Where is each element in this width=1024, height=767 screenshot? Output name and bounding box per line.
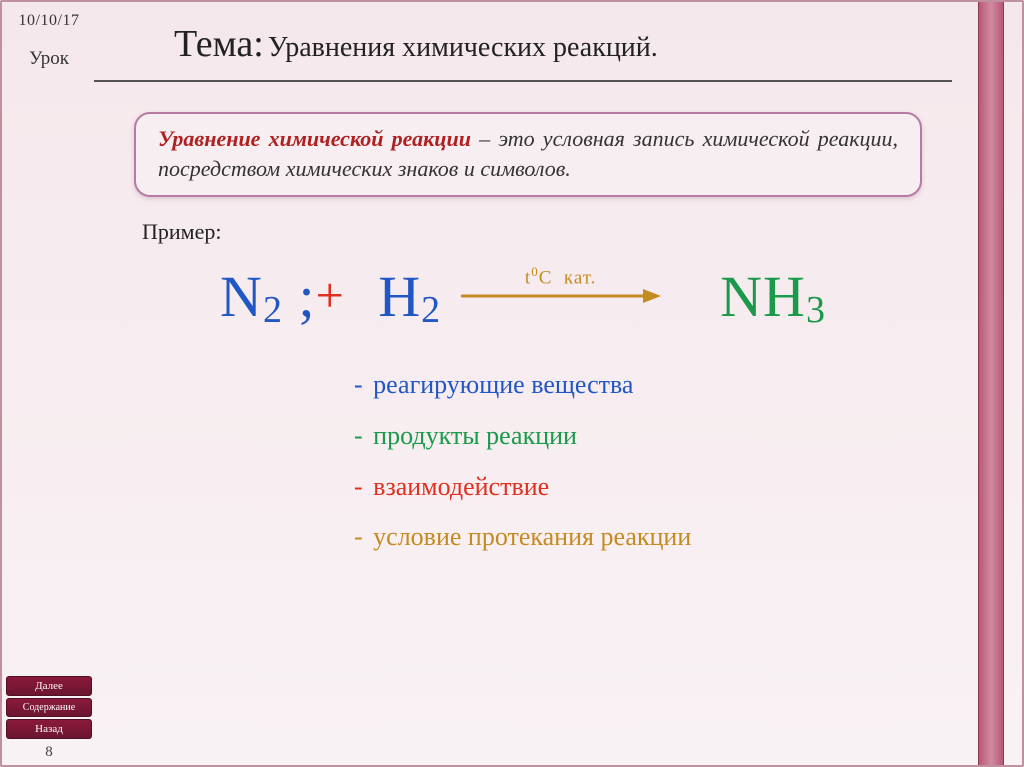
legend-products-text: продукты реакции (373, 421, 577, 450)
symbol-nh: NH (720, 264, 806, 329)
legend-products: - продукты реакции (354, 411, 952, 462)
legend-condition: - условие протекания реакции (354, 512, 952, 563)
nav-contents-button[interactable]: Содержание (6, 698, 92, 717)
equation-semicolon: ; (298, 264, 315, 329)
nav-block: Далее Содержание Назад 8 (6, 676, 92, 761)
product-nh3: NH3 (720, 264, 826, 329)
definition-term: Уравнение химической реакции (158, 126, 471, 151)
legend: - реагирующие вещества - продукты реакци… (354, 360, 952, 563)
reagent-h2: H2 (378, 264, 456, 329)
example-label: Пример: (142, 219, 952, 245)
topic-text: Уравнения химических реакций. (268, 32, 658, 63)
nav-back-button[interactable]: Назад (6, 719, 92, 739)
definition-box: Уравнение химической реакции – это услов… (134, 112, 922, 197)
page-number: 8 (6, 744, 92, 761)
definition-dash: – (479, 126, 490, 151)
cond-kat: кат. (564, 268, 597, 289)
reagent-n2: N2 (220, 264, 298, 329)
legend-reagents-text: реагирующие вещества (373, 370, 633, 399)
slide-date: 10/10/17 (19, 12, 80, 30)
sidebar: 10/10/17 Урок (8, 12, 90, 78)
legend-dash: - (354, 370, 363, 399)
chemical-equation: N2 ;+ H2 t0C кат. NH3 (94, 263, 952, 332)
legend-dash: - (354, 421, 363, 450)
legend-dash: - (354, 472, 363, 501)
legend-reagents: - реагирующие вещества (354, 360, 952, 411)
nav-next-button[interactable]: Далее (6, 676, 92, 696)
lesson-label: Урок (29, 48, 69, 70)
legend-condition-text: условие протекания реакции (373, 522, 691, 551)
cond-c: C (539, 268, 553, 289)
reaction-arrow: t0C кат. (461, 286, 661, 306)
legend-dash: - (354, 522, 363, 551)
symbol-h: H (378, 264, 421, 329)
legend-interaction: - взаимодействие (354, 462, 952, 513)
sub-nh3: 3 (806, 289, 826, 331)
cond-zero: 0 (531, 264, 539, 279)
sub-h2: 2 (421, 289, 441, 331)
symbol-n: N (220, 264, 263, 329)
content-area: Тема: Уравнения химических реакций. Урав… (94, 2, 962, 765)
title-row: Тема: Уравнения химических реакций. (94, 2, 952, 82)
decorative-stripe (978, 2, 1004, 765)
sub-n2: 2 (263, 289, 283, 331)
equation-plus: + (316, 267, 345, 323)
slide-frame: 10/10/17 Урок Далее Содержание Назад 8 Т… (0, 0, 1024, 767)
topic-label: Тема: (174, 23, 264, 65)
legend-interaction-text: взаимодействие (373, 472, 549, 501)
arrow-condition-label: t0C кат. (461, 264, 661, 289)
